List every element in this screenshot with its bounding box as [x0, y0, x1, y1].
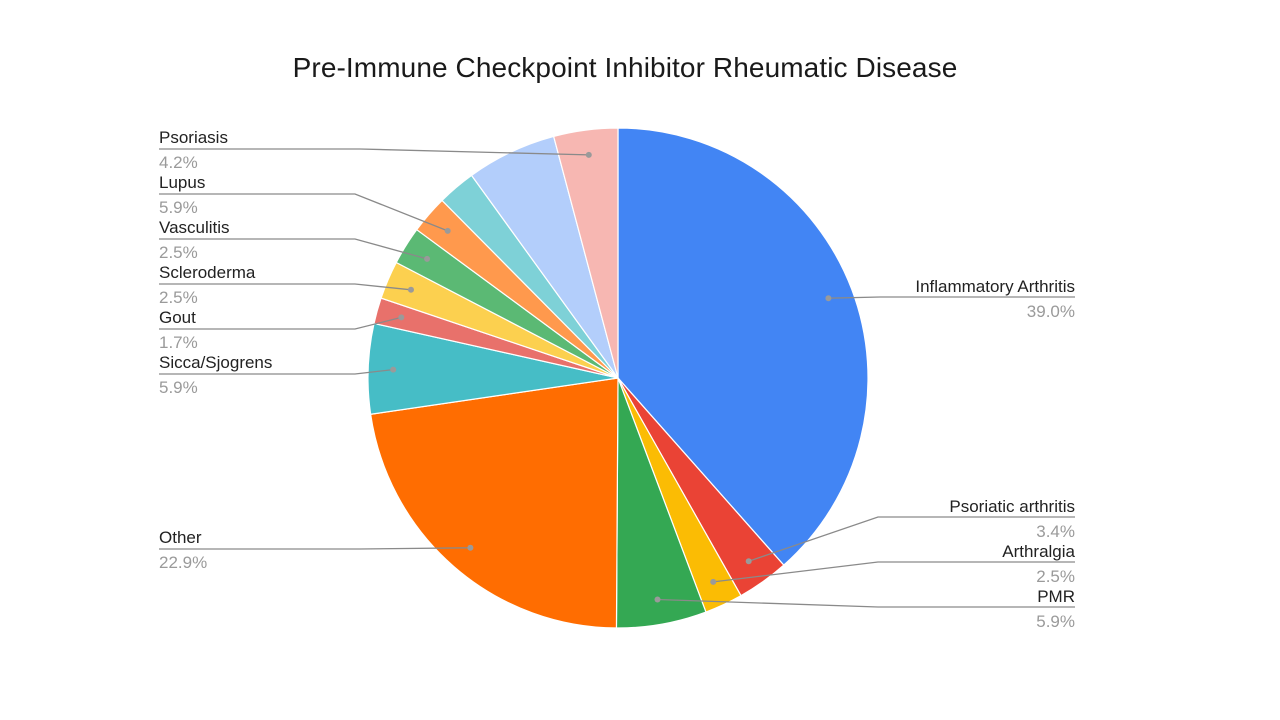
- slice-label-sicca-sjogrens: Sicca/Sjogrens: [159, 353, 272, 372]
- pie-slice-inflammatory-arthritis: [617, 127, 869, 566]
- slice-percent-other: 22.9%: [159, 553, 207, 572]
- slice-percent-pmr: 5.9%: [1036, 612, 1075, 631]
- slice-label-psoriatic-arthritis: Psoriatic arthritis: [949, 497, 1075, 516]
- slice-percent-inflammatory-arthritis: 39.0%: [1027, 302, 1075, 321]
- slice-percent-arthralgia: 2.5%: [1036, 567, 1075, 586]
- leader-line-inflammatory-arthritis: [828, 296, 1075, 299]
- slice-label-scleroderma: Scleroderma: [159, 263, 256, 282]
- chart-title: Pre-Immune Checkpoint Inhibitor Rheumati…: [292, 52, 958, 83]
- slice-label-gout: Gout: [159, 308, 196, 327]
- leader-dot-sicca-sjogrens: [390, 366, 397, 373]
- slice-label-arthralgia: Arthralgia: [1002, 542, 1075, 561]
- leader-line-other: [159, 547, 471, 550]
- slice-label-lupus: Lupus: [159, 173, 205, 192]
- slice-percent-gout: 1.7%: [159, 333, 198, 352]
- leader-lines: [159, 148, 1075, 608]
- leader-line-vasculitis: [159, 238, 428, 260]
- leader-dot-vasculitis: [424, 255, 431, 262]
- leader-dot-psoriasis: [585, 151, 592, 158]
- slice-label-other: Other: [159, 528, 202, 547]
- leader-dot-gout: [398, 314, 405, 321]
- leader-line-scleroderma: [159, 283, 412, 291]
- pie-slice-12: [552, 127, 619, 379]
- slice-labels: Inflammatory Arthritis 39.0% Psoriatic art…: [159, 128, 1076, 631]
- leader-dot-arthralgia: [710, 578, 717, 585]
- leader-dot-lupus: [444, 227, 451, 234]
- leader-line-lupus: [159, 193, 448, 232]
- leader-dot-scleroderma: [408, 286, 414, 293]
- leader-dot-other: [467, 544, 474, 551]
- pie-slice-other: [369, 377, 619, 629]
- leader-dot-pmr: [654, 596, 661, 603]
- leader-line-gout: [159, 316, 402, 330]
- slice-percent-psoriatic-arthritis: 3.4%: [1036, 522, 1075, 541]
- slice-percent-scleroderma: 2.5%: [159, 288, 198, 307]
- slice-label-pmr: PMR: [1037, 587, 1075, 606]
- slice-percent-sicca-sjogrens: 5.9%: [159, 378, 198, 397]
- leader-line-psoriatic-arthritis: [748, 516, 1075, 562]
- slice-label-inflammatory-arthritis: Inflammatory Arthritis: [915, 277, 1075, 296]
- leader-line-pmr: [657, 598, 1075, 608]
- leader-line-sicca-sjogrens: [159, 368, 394, 375]
- leader-dot-psoriatic-arthritis: [745, 558, 752, 565]
- pie-slices: [367, 127, 869, 629]
- leader-line-arthralgia: [713, 561, 1075, 583]
- slice-percent-lupus: 5.9%: [159, 198, 198, 217]
- leader-line-psoriasis: [159, 148, 589, 156]
- leader-dot-inflammatory-arthritis: [825, 295, 832, 302]
- slice-label-psoriasis: Psoriasis: [159, 128, 228, 147]
- slice-label-vasculitis: Vasculitis: [159, 218, 230, 237]
- slice-percent-psoriasis: 4.2%: [159, 153, 198, 172]
- slice-percent-vasculitis: 2.5%: [159, 243, 198, 262]
